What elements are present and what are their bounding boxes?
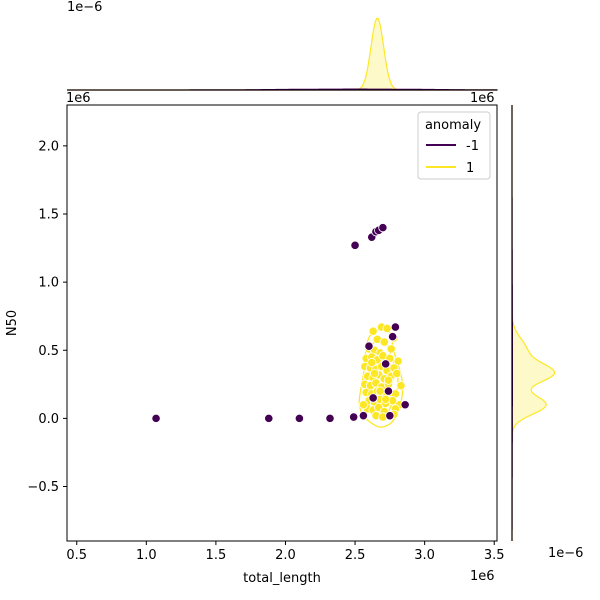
x-tick-label: 3.5 bbox=[484, 548, 505, 563]
scatter-point bbox=[400, 400, 410, 410]
x-tick-label: 1.5 bbox=[206, 548, 227, 563]
scatter-point bbox=[392, 368, 402, 379]
x-tick-label: 3.0 bbox=[414, 548, 435, 563]
legend-label-1: 1 bbox=[466, 161, 474, 176]
scatter-point bbox=[325, 413, 335, 423]
y-tick-label: 0.5 bbox=[38, 344, 59, 359]
scatter-point bbox=[390, 322, 401, 332]
legend: anomaly -1 1 bbox=[417, 111, 491, 180]
x-tick-label: 0.5 bbox=[66, 548, 87, 563]
scatter-point bbox=[375, 386, 385, 396]
scatter-point bbox=[383, 386, 394, 396]
scatter-point bbox=[386, 344, 396, 354]
x-tick-label: 2.5 bbox=[345, 548, 366, 563]
y-axis-ticks: −0.5 0.0 0.5 1.0 1.5 2.0 bbox=[27, 139, 67, 495]
top-marginal-kde: 1e−6 bbox=[67, 0, 498, 91]
scatter-point bbox=[364, 341, 374, 351]
scatter-point bbox=[358, 400, 369, 410]
scatter-point bbox=[264, 413, 274, 423]
scatter-point bbox=[388, 332, 398, 342]
top-kde-1 bbox=[67, 17, 497, 91]
scatter-point bbox=[393, 356, 403, 366]
main-plot: 0.5 1.0 1.5 2.0 2.5 3.0 3.5 −0.5 0.0 0.5 1.0 1.5 2.… bbox=[5, 91, 505, 586]
plot-frame bbox=[66, 104, 498, 542]
y-offset-text: 1e6 bbox=[66, 91, 91, 106]
scatter-points bbox=[151, 223, 410, 423]
scatter-point bbox=[368, 393, 378, 403]
y-axis-label: N50 bbox=[5, 310, 20, 336]
y-tick-label: 2.0 bbox=[38, 139, 59, 154]
x-tick-label: 1.0 bbox=[136, 548, 157, 563]
y-tick-label: 1.5 bbox=[38, 208, 59, 223]
y-tick-label: 1.0 bbox=[38, 276, 59, 291]
y-tick-label: 0.0 bbox=[38, 412, 59, 427]
scatter-point bbox=[381, 359, 391, 369]
right-kde-1 bbox=[511, 105, 556, 541]
scatter-point bbox=[378, 223, 388, 233]
scatter-point bbox=[368, 326, 378, 336]
legend-title: anomaly bbox=[425, 118, 481, 133]
x-offset-text: 1e6 bbox=[470, 569, 495, 584]
y-tick-label: −0.5 bbox=[27, 480, 59, 495]
scatter-point bbox=[369, 368, 380, 379]
scatter-point bbox=[151, 413, 161, 423]
x-offset-text-top: 1e6 bbox=[470, 91, 495, 106]
scatter-point bbox=[294, 413, 304, 423]
top-marginal-offset-text: 1e−6 bbox=[67, 0, 102, 15]
right-marginal-offset-text: 1e−6 bbox=[548, 546, 583, 561]
x-tick-label: 2.0 bbox=[275, 548, 296, 563]
scatter-point bbox=[358, 411, 369, 421]
scatter-point bbox=[381, 394, 391, 404]
scatter-point bbox=[350, 240, 360, 250]
scatter-point bbox=[385, 411, 395, 421]
right-marginal-kde: 1e−6 bbox=[511, 105, 583, 561]
scatter-point bbox=[379, 337, 389, 347]
scatter-point bbox=[382, 323, 392, 334]
x-axis-label: total_length bbox=[243, 571, 321, 586]
scatter-point bbox=[396, 381, 406, 391]
x-axis-ticks: 0.5 1.0 1.5 2.0 2.5 3.0 3.5 bbox=[66, 541, 505, 563]
scatter-point bbox=[367, 357, 377, 368]
scatter-point bbox=[349, 412, 359, 422]
scatter-point bbox=[383, 375, 394, 385]
legend-label-neg1: -1 bbox=[466, 139, 479, 154]
